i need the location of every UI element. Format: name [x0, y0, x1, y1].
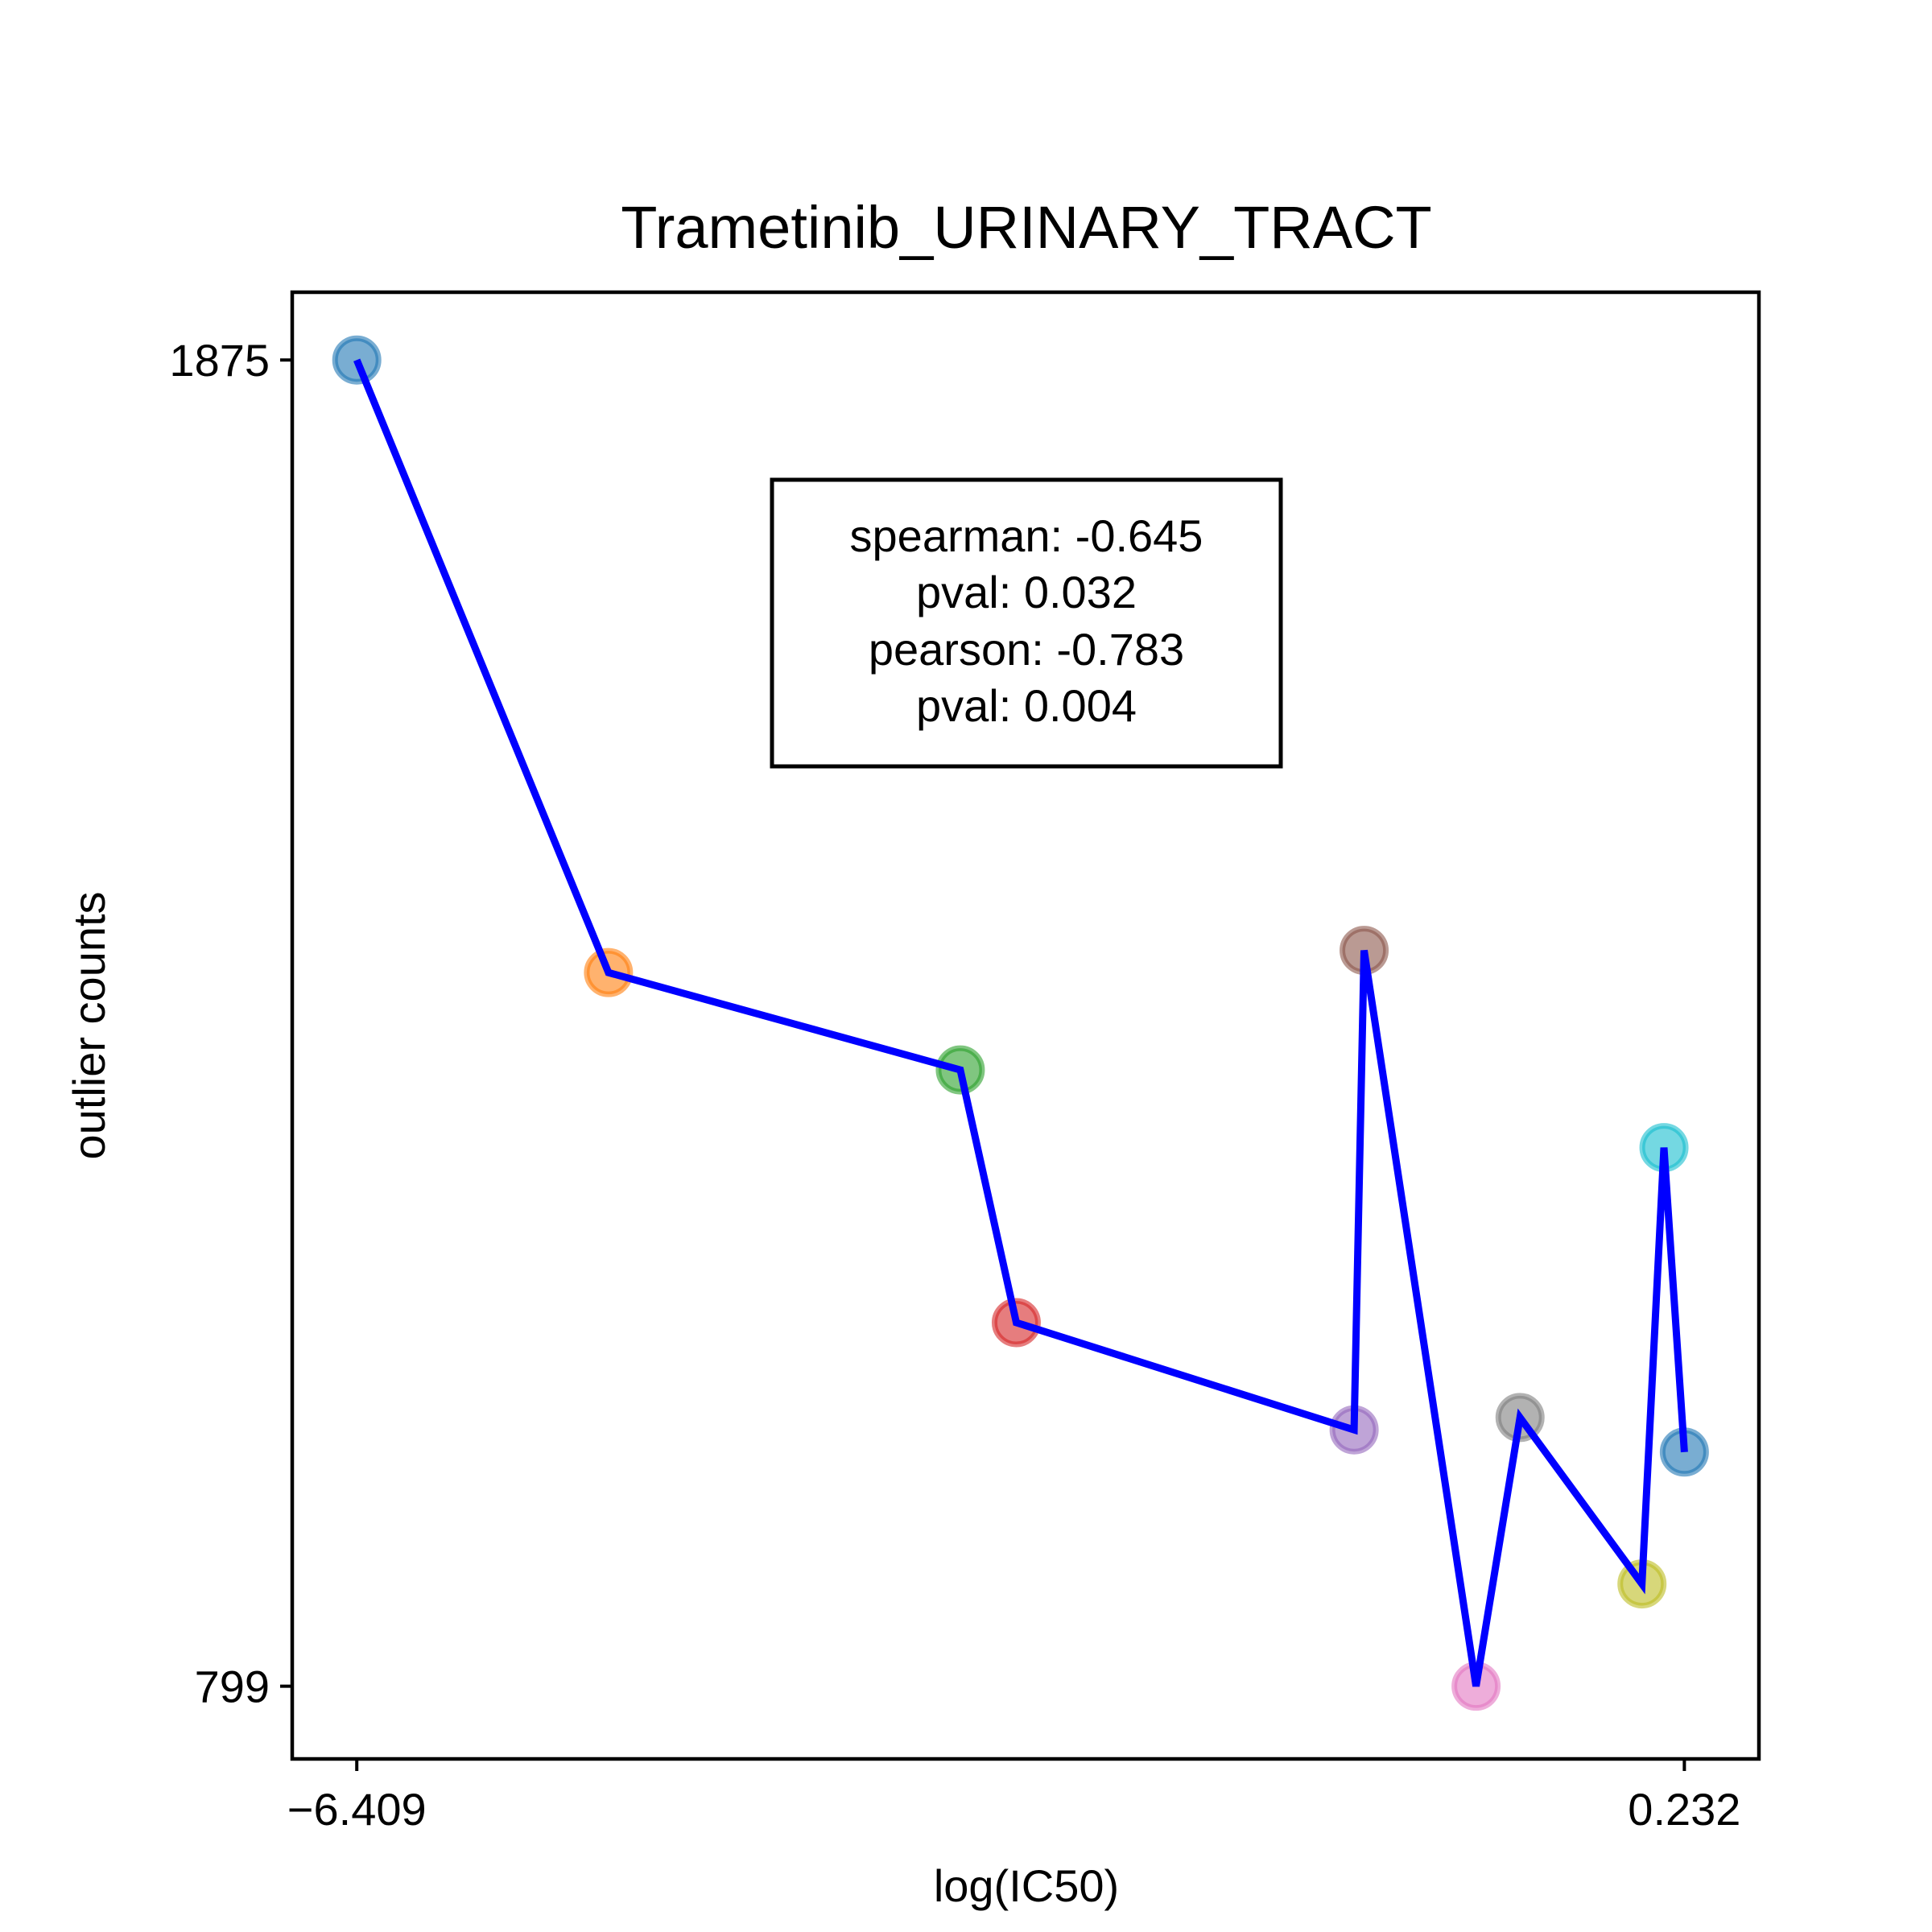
- x-tick-label-2: 0.232: [1628, 1784, 1740, 1835]
- x-axis-label: log(IC50): [934, 1860, 1119, 1911]
- stats-box-frame: [770, 477, 1283, 769]
- stats-pearson: pearson: -0.783: [869, 624, 1184, 675]
- stats-spearman-pval: pval: 0.032: [916, 567, 1137, 617]
- series-line: [353, 358, 1688, 1687]
- y-axis: 1875 799: [169, 335, 292, 1712]
- x-tick-label-1: −6.409: [287, 1784, 427, 1835]
- chart-title: Trametinib_URINARY_TRACT: [621, 194, 1431, 261]
- stats-box: spearman: -0.645 pval: 0.032 pearson: -0…: [770, 477, 1283, 769]
- stats-pearson-pval: pval: 0.004: [916, 680, 1137, 731]
- y-tick-label-2: 799: [195, 1662, 270, 1712]
- plot-frame: [290, 290, 1761, 1761]
- y-axis-label: outlier counts: [64, 891, 114, 1159]
- stats-spearman: spearman: -0.645: [850, 510, 1203, 561]
- y-tick-label-1: 1875: [169, 335, 270, 386]
- plot-area: [332, 335, 1709, 1711]
- x-axis: −6.409 0.232: [287, 1759, 1740, 1835]
